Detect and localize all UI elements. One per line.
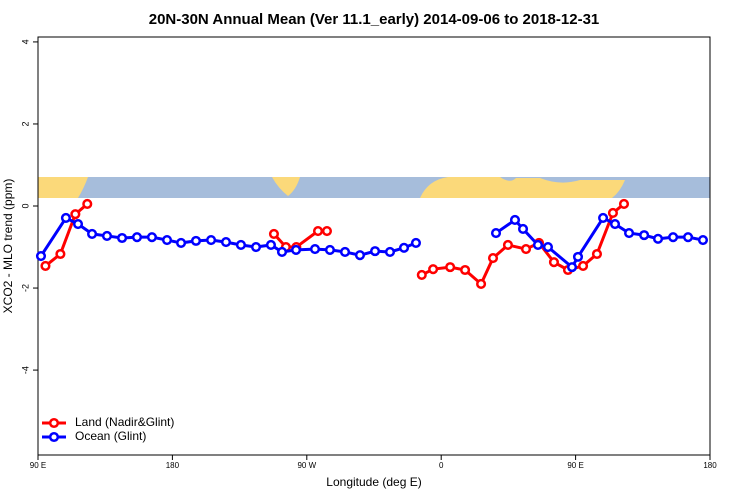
data-point: [70, 209, 81, 220]
data-point: [445, 262, 456, 273]
y-axis-label: XCO2 - MLO trend (ppm): [1, 179, 15, 314]
data-point: [410, 237, 422, 248]
data-point: [101, 230, 113, 241]
data-point: [509, 214, 521, 226]
data-point: [490, 228, 502, 239]
x-tick-label: 90 E: [567, 461, 583, 470]
data-point: [276, 246, 288, 257]
data-point: [87, 228, 98, 239]
data-point: [572, 251, 584, 262]
y-tick-label: 2: [20, 121, 30, 126]
data-point: [639, 230, 650, 241]
map-strip: [38, 177, 710, 198]
data-point: [235, 239, 246, 251]
data-point: [416, 269, 427, 280]
data-point: [668, 232, 679, 243]
data-point: [72, 219, 84, 230]
data-point: [369, 246, 381, 257]
data-point: [55, 248, 66, 260]
data-point: [354, 250, 366, 261]
data-point: [502, 239, 514, 251]
data-point: [161, 235, 173, 246]
data-point: [35, 251, 47, 262]
y-tick-label: -4: [20, 366, 30, 374]
data-point: [265, 239, 277, 251]
x-tick-label: 180: [703, 461, 717, 470]
legend-marker: [48, 417, 60, 429]
y-tick-label: -2: [20, 284, 30, 292]
series-line: [421, 202, 625, 287]
data-point: [618, 198, 630, 210]
data-point: [190, 235, 202, 246]
data-point: [176, 237, 187, 248]
data-point: [487, 253, 499, 264]
data-point: [652, 233, 664, 244]
data-point: [609, 219, 621, 230]
data-point: [312, 225, 324, 237]
series-line: [495, 215, 704, 270]
data-point: [428, 264, 439, 275]
y-tick-label: 0: [20, 203, 30, 208]
data-point: [517, 223, 529, 235]
legend-label: Land (Nadir&Glint): [75, 415, 174, 429]
legend-label: Ocean (Glint): [75, 429, 146, 443]
data-point: [131, 232, 143, 243]
x-tick-label: 90 E: [30, 461, 46, 470]
x-axis-label: Longitude (deg E): [326, 475, 421, 489]
data-point: [460, 264, 471, 276]
data-point: [309, 244, 321, 255]
series-line: [44, 202, 89, 268]
data-point: [40, 260, 51, 271]
data-point: [339, 246, 351, 257]
data-point: [697, 235, 709, 246]
data-point: [607, 207, 618, 219]
chart-title: 20N-30N Annual Mean (Ver 11.1_early) 201…: [149, 11, 600, 28]
legend-marker: [48, 431, 60, 443]
data-point: [548, 257, 559, 268]
data-point: [384, 246, 396, 257]
data-point: [290, 244, 302, 255]
data-point: [250, 241, 262, 253]
data-point: [520, 244, 532, 255]
data-point: [578, 260, 589, 271]
data-point: [566, 262, 578, 273]
plot-frame: [37, 36, 711, 456]
data-point: [591, 248, 603, 260]
data-point: [624, 228, 635, 239]
data-point: [598, 212, 609, 223]
x-tick-label: 0: [439, 461, 444, 470]
data-point: [82, 198, 93, 210]
data-point: [324, 244, 335, 255]
data-point: [542, 241, 554, 253]
data-point: [321, 225, 333, 237]
data-point: [60, 212, 71, 223]
data-point: [268, 228, 279, 239]
y-tick-label: 4: [20, 39, 30, 44]
data-point: [206, 235, 217, 246]
data-point: [220, 237, 232, 248]
data-point: [146, 232, 157, 243]
x-tick-label: 90 W: [297, 461, 316, 470]
x-tick-label: 180: [166, 461, 180, 470]
data-point: [476, 278, 487, 289]
data-point: [682, 232, 694, 243]
data-point: [532, 239, 544, 251]
data-point: [398, 242, 410, 253]
data-point: [117, 232, 128, 244]
